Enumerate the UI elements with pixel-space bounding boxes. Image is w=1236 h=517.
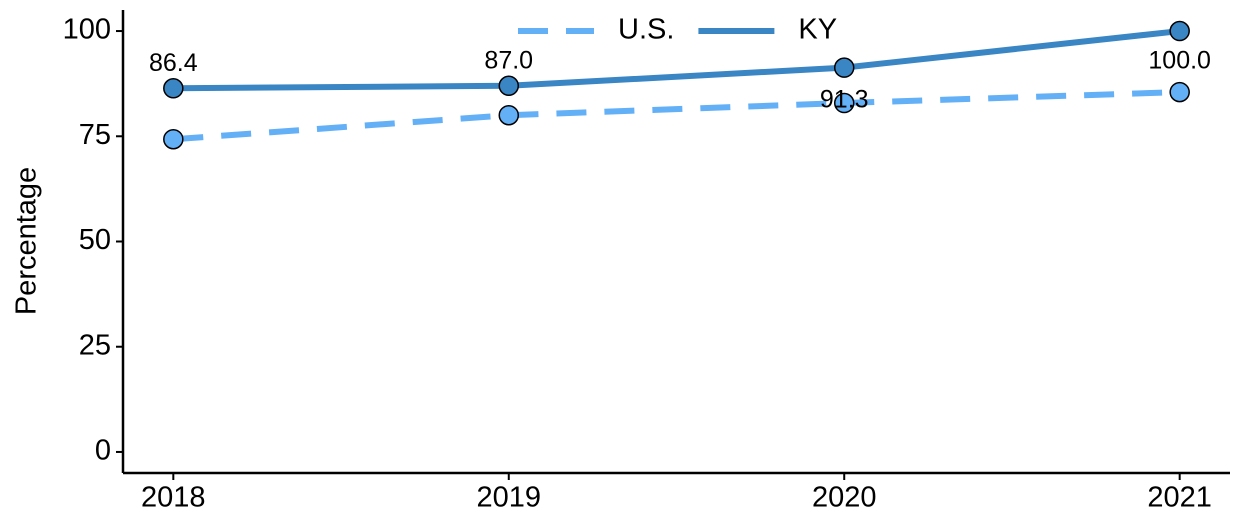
data-point — [163, 78, 184, 99]
series-line — [173, 28, 1181, 92]
y-tick-label: 100 — [63, 14, 111, 46]
legend-label: U.S. — [618, 14, 674, 46]
data-point — [833, 92, 855, 114]
data-point — [163, 128, 184, 150]
y-axis-label: Percentage — [11, 167, 43, 315]
x-tick-label: 2018 — [141, 482, 206, 514]
data-point — [833, 57, 855, 78]
x-tick-label: 2019 — [477, 482, 542, 514]
data-point — [1169, 81, 1190, 103]
data-label: 86.4 — [149, 49, 198, 77]
data-label: 100.0 — [1148, 47, 1211, 75]
data-point — [498, 104, 520, 126]
x-tick-label: 2020 — [812, 482, 877, 514]
legend-label: KY — [798, 14, 837, 46]
y-tick-label: 25 — [79, 329, 111, 361]
y-tick-label: 0 — [95, 435, 111, 467]
x-tick-label: 2021 — [1147, 482, 1212, 514]
series-line — [173, 89, 1180, 143]
y-tick-label: 75 — [79, 119, 111, 151]
data-label: 87.0 — [484, 46, 533, 74]
data-label: 91.3 — [820, 85, 869, 113]
data-point — [498, 75, 520, 97]
y-tick-label: 50 — [79, 224, 111, 256]
data-point — [1169, 20, 1190, 42]
